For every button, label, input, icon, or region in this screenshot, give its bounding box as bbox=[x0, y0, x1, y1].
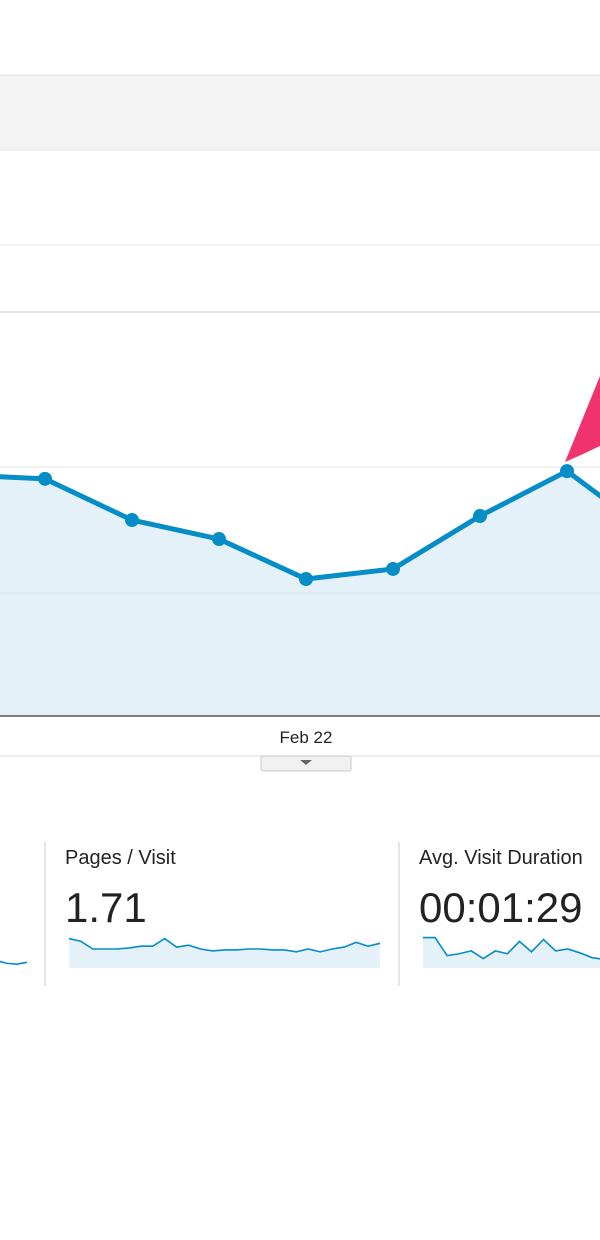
metric-value: 1.71 bbox=[65, 884, 147, 931]
point bbox=[560, 464, 574, 479]
dropdown-arrow bbox=[300, 760, 312, 765]
point bbox=[299, 572, 313, 587]
metric-label: Pages / Visit bbox=[65, 847, 176, 869]
area bbox=[0, 471, 600, 716]
line-chart-marks: Feb 22 bbox=[0, 464, 600, 747]
point bbox=[473, 509, 487, 524]
annotation-arrow bbox=[565, 376, 600, 462]
x-tick-label: Feb 22 bbox=[280, 728, 333, 747]
sparkline bbox=[0, 960, 28, 966]
sparklines bbox=[0, 936, 600, 968]
point bbox=[212, 532, 226, 547]
line-chart bbox=[0, 471, 600, 716]
point bbox=[125, 513, 139, 528]
expand-button[interactable] bbox=[260, 755, 352, 772]
metric-label: Avg. Visit Duration bbox=[419, 847, 583, 869]
toolbar-band bbox=[0, 75, 600, 150]
metric-value: 00:01:29 bbox=[419, 884, 583, 931]
sparkline-area bbox=[69, 938, 380, 968]
sparkline-area bbox=[423, 937, 600, 968]
sparkline bbox=[68, 937, 381, 953]
point bbox=[38, 471, 52, 486]
point bbox=[386, 561, 400, 576]
sparkline bbox=[423, 936, 600, 960]
